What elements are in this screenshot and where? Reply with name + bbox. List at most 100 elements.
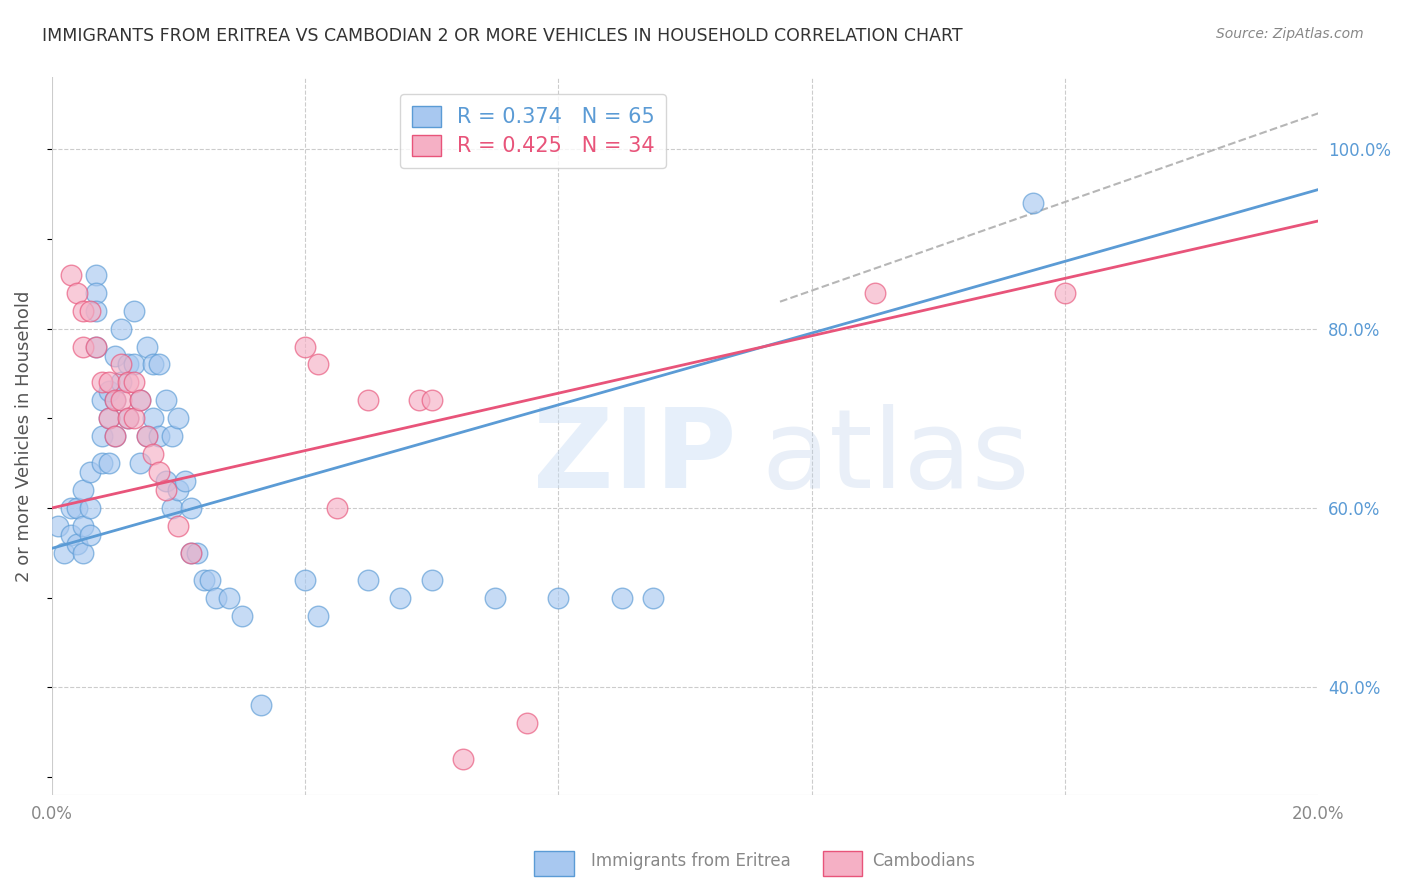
Point <box>129 393 152 408</box>
Point <box>198 573 221 587</box>
Point <box>59 268 82 282</box>
Point <box>148 465 170 479</box>
Point <box>160 501 183 516</box>
Point <box>193 573 215 587</box>
Point <box>91 393 114 408</box>
Point <box>66 537 89 551</box>
Point <box>66 501 89 516</box>
Point <box>863 285 886 300</box>
Point <box>91 376 114 390</box>
Point <box>307 358 329 372</box>
Point <box>122 411 145 425</box>
Point <box>420 393 443 408</box>
Point <box>167 483 190 497</box>
Point <box>117 376 139 390</box>
Point <box>307 608 329 623</box>
Point <box>142 447 165 461</box>
Point <box>97 456 120 470</box>
Point <box>610 591 633 605</box>
Point <box>148 429 170 443</box>
Point <box>91 456 114 470</box>
Point <box>122 376 145 390</box>
Point <box>155 474 177 488</box>
Point <box>110 376 132 390</box>
Point <box>59 501 82 516</box>
Y-axis label: 2 or more Vehicles in Household: 2 or more Vehicles in Household <box>15 291 32 582</box>
Point <box>142 358 165 372</box>
Point <box>249 698 271 713</box>
Point <box>59 528 82 542</box>
Point <box>104 393 127 408</box>
Point <box>97 411 120 425</box>
Point <box>484 591 506 605</box>
Point <box>294 340 316 354</box>
Point <box>420 573 443 587</box>
Point <box>97 411 120 425</box>
Point <box>516 716 538 731</box>
Point <box>97 376 120 390</box>
Text: Source: ZipAtlas.com: Source: ZipAtlas.com <box>1216 27 1364 41</box>
Point <box>72 303 94 318</box>
Point <box>122 303 145 318</box>
Point <box>117 411 139 425</box>
Point <box>84 340 107 354</box>
Point <box>79 465 101 479</box>
Point <box>72 483 94 497</box>
Point <box>129 393 152 408</box>
Point <box>84 268 107 282</box>
Point <box>46 519 69 533</box>
Point <box>79 528 101 542</box>
Point <box>110 393 132 408</box>
Point <box>117 358 139 372</box>
Point <box>122 358 145 372</box>
Point <box>91 429 114 443</box>
Point <box>79 501 101 516</box>
Point <box>135 429 157 443</box>
Point <box>148 358 170 372</box>
Legend: R = 0.374   N = 65, R = 0.425   N = 34: R = 0.374 N = 65, R = 0.425 N = 34 <box>401 95 666 168</box>
Point <box>325 501 347 516</box>
Text: Cambodians: Cambodians <box>872 852 974 870</box>
Point <box>357 573 380 587</box>
Point <box>79 303 101 318</box>
Point <box>104 349 127 363</box>
Point <box>84 303 107 318</box>
Point <box>167 519 190 533</box>
Point <box>117 411 139 425</box>
Point <box>180 501 202 516</box>
Point <box>142 411 165 425</box>
Point <box>547 591 569 605</box>
Point <box>453 752 475 766</box>
Point <box>129 456 152 470</box>
Point <box>205 591 228 605</box>
Point <box>218 591 240 605</box>
Point <box>1053 285 1076 300</box>
Point <box>155 483 177 497</box>
Point <box>72 340 94 354</box>
Point <box>1022 196 1045 211</box>
Point <box>408 393 430 408</box>
Point <box>110 321 132 335</box>
Point <box>180 546 202 560</box>
Text: atlas: atlas <box>761 404 1029 511</box>
Text: IMMIGRANTS FROM ERITREA VS CAMBODIAN 2 OR MORE VEHICLES IN HOUSEHOLD CORRELATION: IMMIGRANTS FROM ERITREA VS CAMBODIAN 2 O… <box>42 27 963 45</box>
Point <box>110 358 132 372</box>
Point <box>389 591 412 605</box>
Point <box>104 393 127 408</box>
Point <box>66 285 89 300</box>
Point <box>155 393 177 408</box>
Point <box>53 546 76 560</box>
Point <box>173 474 195 488</box>
Text: Immigrants from Eritrea: Immigrants from Eritrea <box>591 852 790 870</box>
Point <box>72 546 94 560</box>
Point <box>97 384 120 399</box>
Text: ZIP: ZIP <box>533 404 737 511</box>
Point <box>135 429 157 443</box>
Point <box>84 285 107 300</box>
Point <box>357 393 380 408</box>
Point <box>84 340 107 354</box>
Point <box>167 411 190 425</box>
Point <box>180 546 202 560</box>
Point <box>104 429 127 443</box>
Point <box>231 608 253 623</box>
